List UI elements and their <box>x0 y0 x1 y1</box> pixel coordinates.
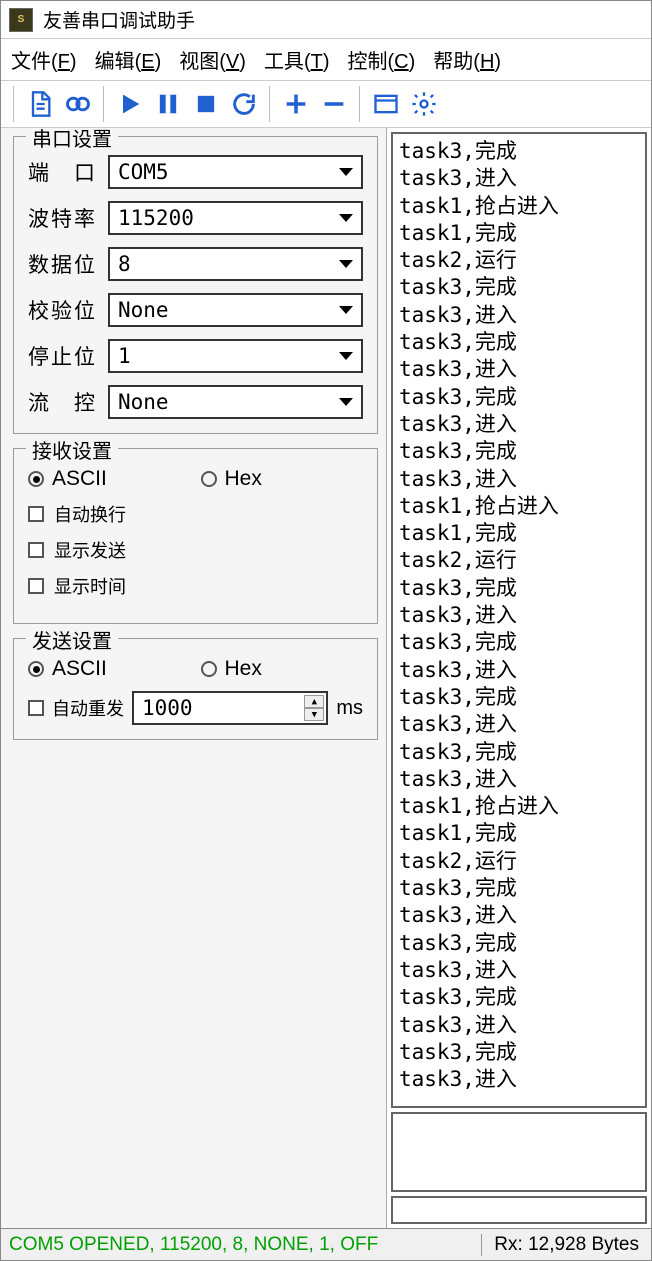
chevron-down-icon <box>339 306 353 314</box>
refresh-icon[interactable] <box>225 85 263 123</box>
menu-tools[interactable]: 工具(T) <box>264 45 330 74</box>
settings-icon[interactable] <box>405 85 443 123</box>
port-label: 端 口 <box>28 157 108 187</box>
send-hex-label: Hex <box>225 657 262 681</box>
interval-unit: ms <box>336 697 363 720</box>
settings-panel: 串口设置 端 口 COM5 波特率 115200 数据位 8 校验位 None … <box>1 128 386 1228</box>
terminal-panel: task3,完成 task3,进入 task1,抢占进入 task1,完成 ta… <box>386 128 651 1228</box>
databits-combo[interactable]: 8 <box>108 247 363 281</box>
menu-bar: 文件(F) 编辑(E) 视图(V) 工具(T) 控制(C) 帮助(H) <box>1 39 651 81</box>
stopbits-combo[interactable]: 1 <box>108 339 363 373</box>
send-hex-radio[interactable] <box>201 661 217 677</box>
showsend-label: 显示发送 <box>54 537 126 563</box>
chevron-down-icon <box>339 168 353 176</box>
new-file-icon[interactable] <box>21 85 59 123</box>
recv-ascii-radio[interactable] <box>28 471 44 487</box>
status-bar: COM5 OPENED, 115200, 8, NONE, 1, OFF Rx:… <box>1 1228 651 1260</box>
chevron-down-icon <box>339 352 353 360</box>
input-textarea[interactable] <box>391 1112 647 1192</box>
send-ascii-radio[interactable] <box>28 661 44 677</box>
stopbits-label: 停止位 <box>28 341 108 371</box>
send-legend: 发送设置 <box>26 625 118 654</box>
spinner-down-icon[interactable]: ▼ <box>304 708 324 721</box>
flow-label: 流 控 <box>28 387 108 417</box>
toolbar-separator <box>13 86 15 122</box>
toolbar-separator <box>103 86 105 122</box>
menu-edit[interactable]: 编辑(E) <box>95 45 162 74</box>
autowrap-checkbox[interactable] <box>28 506 44 522</box>
recv-legend: 接收设置 <box>26 435 118 464</box>
menu-file[interactable]: 文件(F) <box>11 45 77 74</box>
main-area: 串口设置 端 口 COM5 波特率 115200 数据位 8 校验位 None … <box>1 128 651 1228</box>
autoresend-label: 自动重发 <box>52 695 124 721</box>
spinner-up-icon[interactable]: ▲ <box>304 695 324 708</box>
stop-icon[interactable] <box>187 85 225 123</box>
send-settings-group: 发送设置 ASCII Hex 自动重发 1000 ▲ ▼ <box>13 638 378 740</box>
chevron-down-icon <box>339 398 353 406</box>
recv-hex-label: Hex <box>225 467 262 491</box>
recv-settings-group: 接收设置 ASCII Hex 自动换行 显示发送 <box>13 448 378 624</box>
title-bar: S 友善串口调试助手 <box>1 1 651 39</box>
toolbar-separator <box>359 86 361 122</box>
window-title: 友善串口调试助手 <box>43 6 195 33</box>
app-icon: S <box>9 8 33 32</box>
plus-icon[interactable] <box>277 85 315 123</box>
autowrap-label: 自动换行 <box>54 501 126 527</box>
status-connection: COM5 OPENED, 115200, 8, NONE, 1, OFF <box>1 1234 482 1256</box>
parity-combo[interactable]: None <box>108 293 363 327</box>
chevron-down-icon <box>339 260 353 268</box>
port-combo[interactable]: COM5 <box>108 155 363 189</box>
recv-hex-radio[interactable] <box>201 471 217 487</box>
serial-settings-group: 串口设置 端 口 COM5 波特率 115200 数据位 8 校验位 None … <box>13 136 378 434</box>
output-area[interactable]: task3,完成 task3,进入 task1,抢占进入 task1,完成 ta… <box>391 132 647 1108</box>
parity-label: 校验位 <box>28 295 108 325</box>
toolbar-separator <box>269 86 271 122</box>
toolbar <box>1 81 651 128</box>
recv-ascii-label: ASCII <box>52 467 107 491</box>
send-ascii-label: ASCII <box>52 657 107 681</box>
flow-combo[interactable]: None <box>108 385 363 419</box>
showtime-checkbox[interactable] <box>28 578 44 594</box>
chevron-down-icon <box>339 214 353 222</box>
showsend-checkbox[interactable] <box>28 542 44 558</box>
record-icon[interactable] <box>59 85 97 123</box>
pause-icon[interactable] <box>149 85 187 123</box>
menu-help[interactable]: 帮助(H) <box>433 45 501 74</box>
showtime-label: 显示时间 <box>54 573 126 599</box>
minus-icon[interactable] <box>315 85 353 123</box>
send-input[interactable] <box>391 1196 647 1224</box>
menu-control[interactable]: 控制(C) <box>348 45 416 74</box>
play-icon[interactable] <box>111 85 149 123</box>
databits-label: 数据位 <box>28 249 108 279</box>
autoresend-checkbox[interactable] <box>28 700 44 716</box>
status-rx-bytes: Rx: 12,928 Bytes <box>482 1234 651 1256</box>
interval-spinner[interactable]: 1000 ▲ ▼ <box>132 691 328 725</box>
baud-combo[interactable]: 115200 <box>108 201 363 235</box>
baud-label: 波特率 <box>28 203 108 233</box>
serial-legend: 串口设置 <box>26 128 118 152</box>
menu-view[interactable]: 视图(V) <box>179 45 246 74</box>
window-icon[interactable] <box>367 85 405 123</box>
